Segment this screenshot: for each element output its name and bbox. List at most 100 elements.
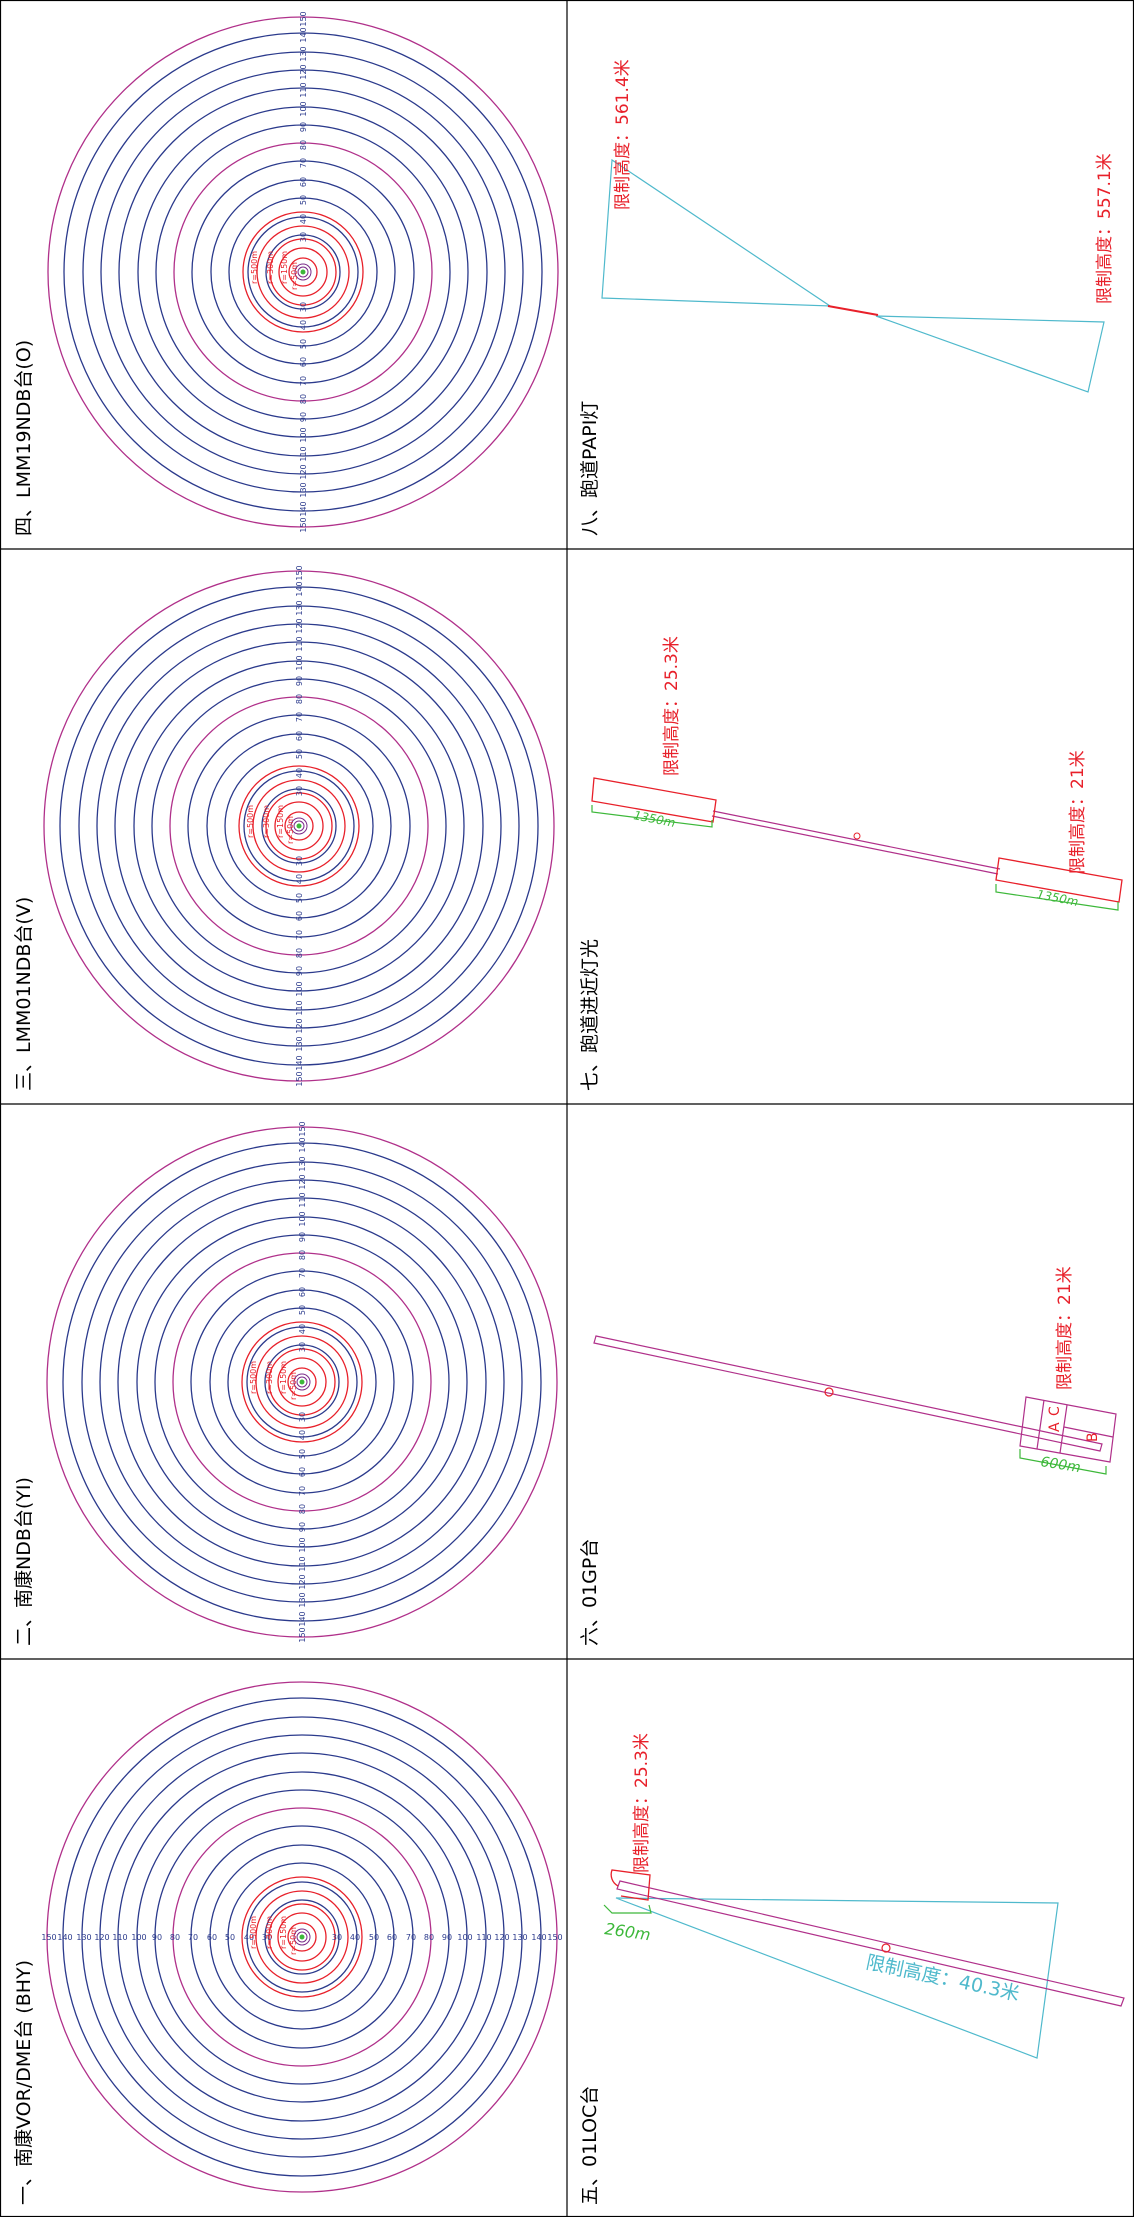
ring-scale-label: 30 — [295, 786, 304, 796]
papi-wedge-bottom — [875, 315, 1105, 393]
localizer-drawing: 260m 限制高度：25.3米 限制高度：40.3米 — [603, 1733, 1125, 2059]
protection-ring — [246, 1881, 358, 1993]
panel-title-6: 六、01GP台 — [579, 1539, 601, 1646]
radius-label: r=150m — [276, 805, 285, 838]
panel-title-2: 二、南康NDB台(YI) — [13, 1477, 35, 1646]
radius-label: r=300m — [266, 251, 275, 284]
ring-scale-label: 150 — [295, 565, 304, 580]
ring-diagram-vor-dme: 30 30 40 40 50 50 60 60 70 70 80 80 90 90 100 100 110 110… — [41, 1681, 563, 2193]
restricted-ring — [268, 1903, 336, 1971]
ring-scale-label: 140 — [299, 501, 308, 516]
restricted-ring — [277, 1357, 327, 1407]
approach-box-bottom — [995, 857, 1123, 903]
ring-scale-label: 50 — [299, 339, 308, 349]
protection-ring — [47, 16, 559, 528]
protection-ring — [224, 751, 374, 901]
papi-drawing: 限制高度：561.4米 限制高度：557.1米 — [601, 59, 1115, 393]
ring-scale-label: 130 — [76, 1933, 91, 1942]
ring-scale-label: 110 — [476, 1933, 491, 1942]
ring-scale-label: 130 — [295, 1036, 304, 1051]
panel-title-5: 五、01LOC台 — [579, 2086, 601, 2205]
radius-label: r=50m — [286, 816, 295, 844]
radius-label: r=300m — [265, 1916, 274, 1949]
ring-scale-label: 130 — [295, 600, 304, 615]
ring-scale-label: 30 — [295, 856, 304, 866]
protection-ring — [246, 1326, 358, 1438]
protection-ring — [96, 623, 502, 1029]
protection-ring — [117, 1197, 487, 1567]
ring-diagram-lmm01: 30 30 40 40 50 50 60 60 70 70 80 80 90 90 100 100 110 110… — [43, 565, 555, 1087]
panel-title-4: 四、LMM19NDB台(O) — [13, 340, 35, 536]
gp-label-b: B — [1085, 1432, 1101, 1442]
restricted-ring — [255, 1335, 349, 1429]
protection-ring — [62, 1697, 542, 2177]
ring-scale-label: 130 — [299, 482, 308, 497]
protection-ring — [137, 106, 469, 438]
station-center — [299, 1379, 305, 1385]
ring-scale-label: 110 — [295, 1000, 304, 1015]
protection-ring — [63, 32, 543, 512]
gp-area-divider-2 — [1059, 1404, 1068, 1454]
restricted-ring — [274, 801, 324, 851]
loc-runway-strip — [616, 1880, 1125, 2007]
ring-scale-label: 110 — [299, 446, 308, 461]
ring-scale-label: 140 — [295, 1055, 304, 1070]
core-ring — [293, 1373, 311, 1391]
protection-ring — [261, 788, 337, 864]
core-ring — [296, 1931, 308, 1943]
radius-label: r=50m — [289, 1927, 298, 1955]
ring-scale-label: 150 — [299, 11, 308, 26]
restricted-ring — [287, 1922, 317, 1952]
core-ring — [293, 820, 305, 832]
protection-ring — [118, 87, 488, 457]
panel-title-3: 三、LMM01NDB台(V) — [13, 897, 35, 1091]
gp-label-a: A — [1047, 1422, 1063, 1432]
radius-label: r=300m — [265, 1361, 274, 1394]
ring-scale-label: 50 — [225, 1933, 235, 1942]
ring-scale-label: 40 — [350, 1933, 360, 1942]
ring-scale-label: 60 — [295, 731, 304, 741]
ring-scale-label: 60 — [298, 1287, 307, 1297]
ring-scale-label: 150 — [298, 1121, 307, 1136]
protection-ring — [209, 1844, 395, 2030]
gp-center-mark — [824, 1387, 834, 1397]
protection-ring — [46, 1681, 558, 2193]
ring-scale-label: 120 — [298, 1174, 307, 1189]
ring-scale-label: 50 — [299, 195, 308, 205]
ring-scale-label: 50 — [369, 1933, 379, 1942]
gp-area-outer — [1019, 1396, 1117, 1463]
protection-ring — [81, 1716, 523, 2158]
gp-dim-line — [1019, 1449, 1107, 1475]
ring-scale-label: 40 — [295, 874, 304, 884]
core-ring — [297, 266, 309, 278]
approach-lights-drawing: 1350m 1350m 限制高度：25.3米 限制高度：21米 — [591, 636, 1123, 911]
ring-scale-label: 80 — [298, 1250, 307, 1260]
protection-ring — [62, 1142, 542, 1622]
restricted-ring — [255, 1890, 349, 1984]
approach-dim-bottom — [995, 884, 1119, 911]
ring-scale-label: 100 — [295, 655, 304, 670]
ring-scale-label: 120 — [295, 618, 304, 633]
ring-scale-label: 50 — [298, 1305, 307, 1315]
ring-scale-label: 80 — [170, 1933, 180, 1942]
protection-ring — [46, 1126, 558, 1638]
protection-ring — [210, 179, 396, 365]
restricted-ring — [288, 257, 318, 287]
restricted-ring — [278, 247, 328, 297]
gp-runway-strip — [593, 1335, 1103, 1452]
approach-limit-bottom: 限制高度：21米 — [1068, 750, 1088, 874]
ring-scale-label: 110 — [298, 1556, 307, 1571]
loc-center-mark — [881, 1943, 891, 1953]
core-ring — [294, 263, 312, 281]
protection-ring — [81, 1161, 523, 1603]
ring-scale-label: 150 — [298, 1627, 307, 1642]
ring-scale-label: 90 — [442, 1933, 452, 1942]
ring-scale-label: 120 — [494, 1933, 509, 1942]
protection-ring — [99, 1179, 505, 1585]
ring-scale-label: 30 — [262, 1933, 272, 1942]
ring-scale-label: 150 — [41, 1933, 56, 1942]
station-center — [300, 269, 306, 275]
ring-scale-label: 90 — [298, 1232, 307, 1242]
ring-scale-label: 100 — [457, 1933, 472, 1942]
